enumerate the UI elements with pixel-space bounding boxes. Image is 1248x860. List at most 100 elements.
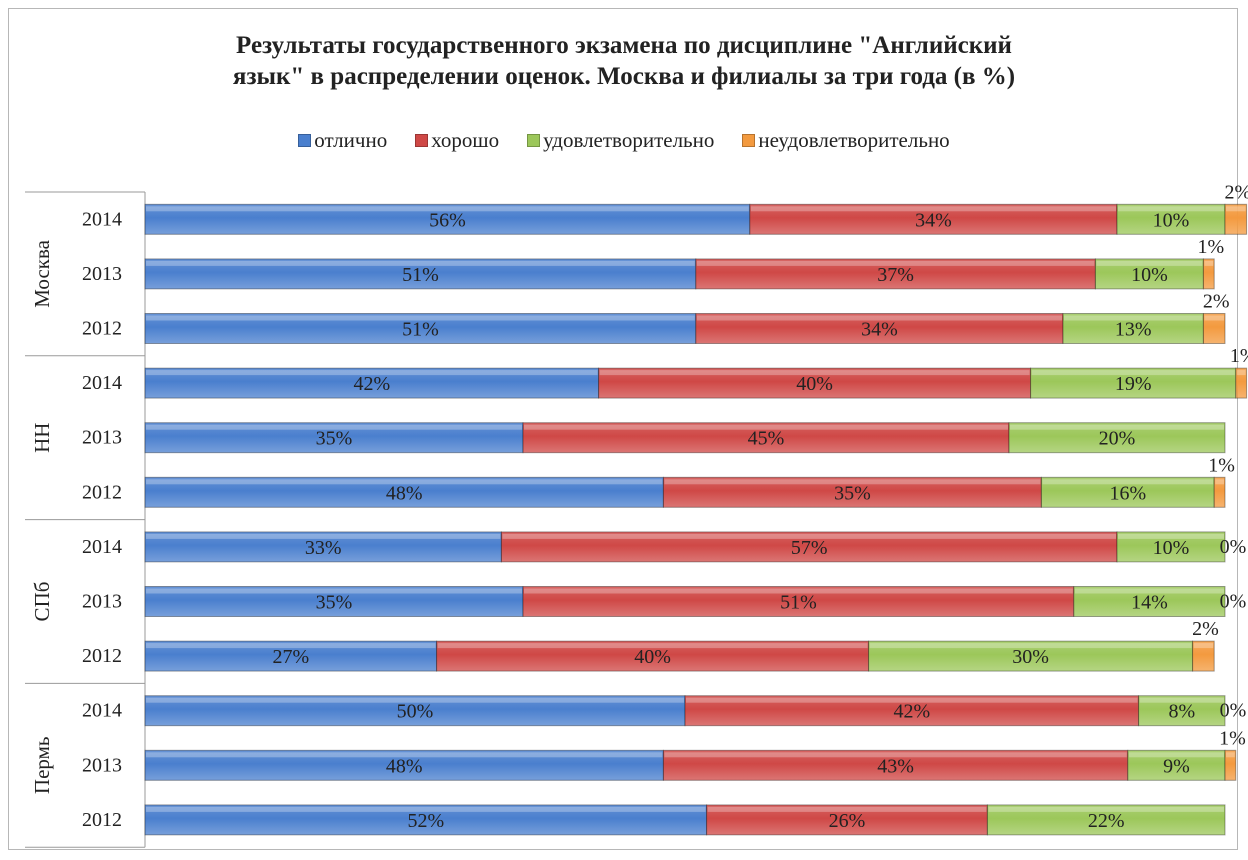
data-label-unsatisfactory: 2% [1192,618,1219,640]
bar-unsatisfactory [1224,203,1248,235]
bar-highlight [1226,206,1246,212]
data-label-unsatisfactory: 1% [1219,727,1246,749]
bar-highlight [707,806,987,812]
year-tick-label: 2012 [82,318,122,340]
bar-highlight [146,424,522,430]
data-label-excellent: 51% [402,264,439,286]
bar-good [522,586,1075,617]
data-label-good: 35% [834,482,871,504]
bar-highlight [1139,697,1224,703]
data-label-unsatisfactory: 0% [1220,591,1247,613]
bar-excellent [144,203,751,235]
group-label: Москва [30,239,54,307]
data-label-good: 51% [780,592,817,614]
data-label-good: 43% [877,755,914,777]
bar-good [695,258,1096,290]
bar-highlight [146,370,598,376]
bar-highlight [502,533,1116,539]
bar-unsatisfactory [1192,640,1215,672]
bar-excellent [144,476,664,508]
bar-highlight [1128,752,1224,758]
group-label: СПб [30,582,54,622]
bar-satisfactory [986,804,1226,836]
bar-satisfactory [1040,476,1215,508]
bar-excellent [144,422,524,454]
bar-unsatisfactory [1224,749,1237,781]
bar-highlight [437,643,868,649]
data-label-satisfactory: 19% [1115,373,1152,395]
bar-highlight [146,643,436,649]
data-label-good: 45% [748,428,785,450]
bar-satisfactory [1138,695,1226,727]
bar-excellent [144,749,664,781]
bar-highlight [599,370,1030,376]
bar-highlight [696,315,1062,321]
bar-highlight [1226,752,1235,758]
data-label-excellent: 27% [272,646,309,668]
year-tick-label: 2012 [82,481,122,503]
bar-satisfactory [1073,586,1226,617]
legend-label-satisfactory: удовлетворительно [543,128,715,152]
data-label-unsatisfactory: 2% [1203,291,1230,313]
group-label: Пермь [30,737,54,795]
year-tick-label: 2013 [82,427,122,449]
data-label-satisfactory: 20% [1099,428,1136,450]
bar-highlight [524,424,1008,430]
bar-satisfactory [1094,258,1204,290]
data-label-excellent: 42% [353,373,390,395]
bar-highlight [146,479,663,485]
legend: отлично хорошо удовлетворительно неудовл… [0,128,1248,153]
chart-title: Результаты государственного экзамена по … [0,30,1248,92]
data-label-good: 40% [634,646,671,668]
year-tick-label: 2012 [82,645,122,667]
bar-highlight [524,588,1073,594]
bar-highlight [1031,370,1235,376]
year-tick-label: 2013 [82,263,122,285]
data-label-excellent: 56% [429,209,466,231]
bar-unsatisfactory [1213,476,1226,508]
bar-highlight [146,206,749,212]
bar-highlight [664,752,1127,758]
bar-excellent [144,531,502,563]
legend-swatch-satisfactory [527,134,541,147]
bar-unsatisfactory [1202,258,1215,290]
bar-highlight [146,260,695,266]
bar-highlight [1236,370,1246,376]
data-label-satisfactory: 13% [1115,319,1152,341]
data-label-unsatisfactory: 1% [1197,236,1224,258]
data-label-unsatisfactory: 0% [1220,536,1247,558]
bar-highlight [750,206,1116,212]
year-tick-label: 2014 [82,700,122,722]
legend-swatch-good [415,134,429,147]
bar-highlight [1010,424,1224,430]
bar-satisfactory [1062,313,1204,344]
data-label-excellent: 52% [407,810,444,832]
data-label-satisfactory: 8% [1168,701,1195,723]
bar-satisfactory [1008,422,1226,454]
bar-good [706,804,988,836]
bar-highlight [146,752,663,758]
data-label-satisfactory: 9% [1163,755,1190,777]
data-label-good: 34% [861,319,898,341]
year-tick-label: 2014 [82,208,122,230]
bar-unsatisfactory [1202,313,1226,344]
bar-good [598,367,1032,399]
year-tick-label: 2014 [82,372,122,394]
bar-highlight [146,315,695,321]
bar-highlight [1064,315,1203,321]
data-label-excellent: 51% [402,319,439,341]
bar-highlight [146,806,706,812]
bar-good [684,695,1140,727]
data-label-satisfactory: 14% [1131,592,1168,614]
bar-highlight [664,479,1041,485]
data-label-good: 42% [893,701,930,723]
data-label-satisfactory: 30% [1012,646,1049,668]
data-label-excellent: 48% [386,482,423,504]
bar-highlight [988,806,1224,812]
data-label-excellent: 33% [305,537,342,559]
bar-highlight [1042,479,1214,485]
bar-highlight [1096,260,1203,266]
data-label-unsatisfactory: 0% [1220,700,1247,722]
bar-unsatisfactory [1235,367,1248,399]
